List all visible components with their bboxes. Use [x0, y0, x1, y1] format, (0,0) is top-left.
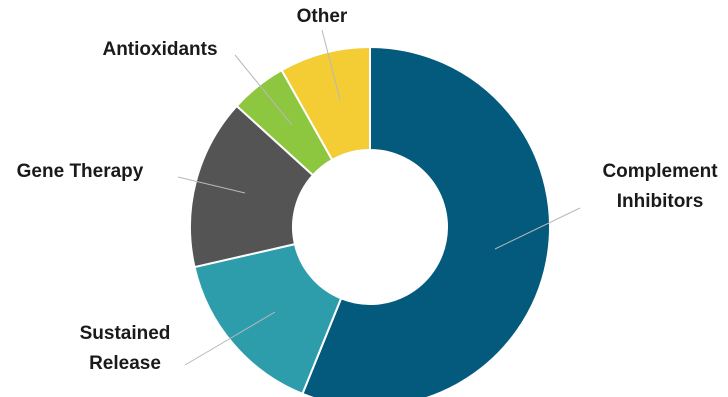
- slice-other: [280, 45, 371, 162]
- leader-line-gene-therapy: [177, 176, 246, 194]
- slice-sustained-release: [193, 242, 343, 396]
- slices-group: [189, 45, 551, 397]
- label-line-antioxidants-0: Antioxidants: [102, 39, 217, 60]
- label-line-complement-inhibitors-0: Complement: [602, 161, 718, 182]
- labels-group: Complement Inhibitors Sustained Release Gene…: [17, 6, 719, 374]
- slice-gene-therapy: [189, 104, 315, 269]
- label-line-complement-inhibitors-1: Inhibitors: [617, 191, 704, 212]
- label-complement-inhibitors: Complement Inhibitors: [602, 161, 718, 212]
- leader-line-other: [321, 29, 341, 101]
- label-line-sustained-release-0: Sustained: [80, 323, 171, 344]
- label-antioxidants: Antioxidants: [102, 39, 217, 60]
- label-sustained-release: Sustained Release: [80, 323, 171, 374]
- label-other: Other: [297, 6, 348, 27]
- label-line-sustained-release-1: Release: [89, 353, 161, 374]
- leader-line-complement-inhibitors: [494, 207, 581, 250]
- leader-lines-group: [177, 29, 581, 366]
- label-line-gene-therapy-0: Gene Therapy: [17, 161, 144, 182]
- slice-complement-inhibitors: [301, 45, 551, 397]
- label-gene-therapy: Gene Therapy: [17, 161, 144, 182]
- leader-line-antioxidants: [234, 54, 293, 126]
- label-line-other-0: Other: [297, 6, 348, 27]
- leader-line-sustained-release: [184, 311, 276, 366]
